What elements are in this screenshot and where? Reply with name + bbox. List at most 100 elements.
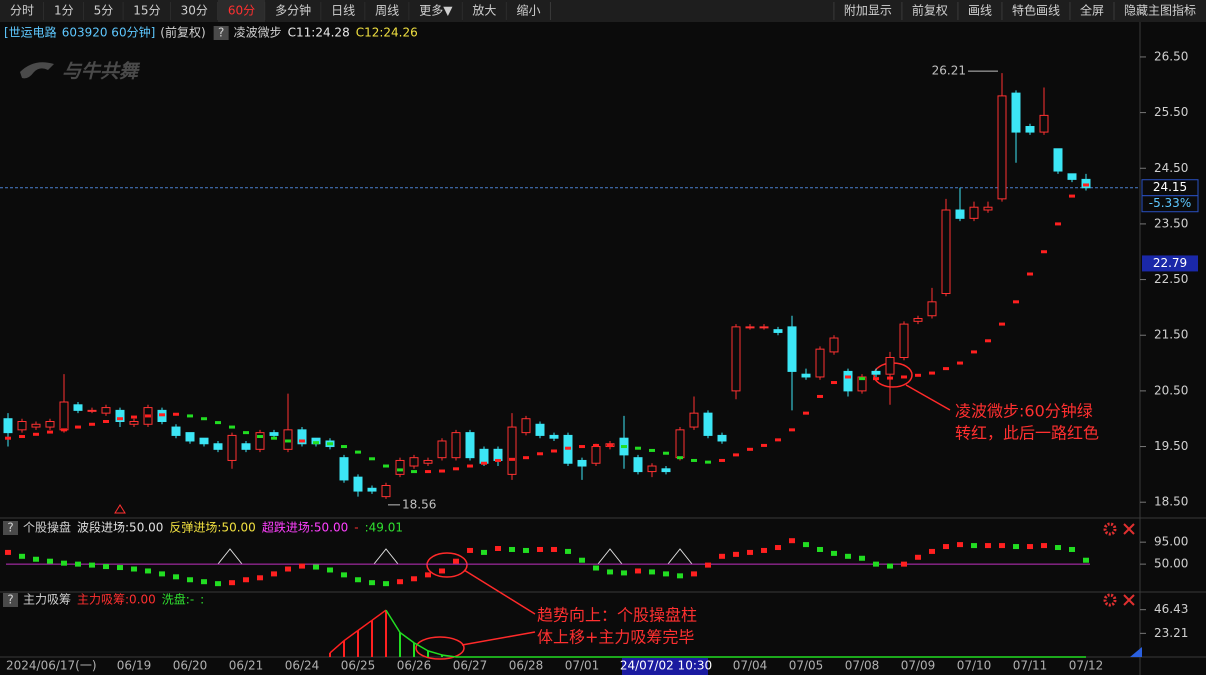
legend-item: 反弹进场:50.00 — [169, 521, 255, 535]
x-tick-label: 06/27 — [453, 659, 488, 673]
toolbar-label[interactable]: 日线 — [331, 4, 355, 18]
candle-body — [241, 443, 251, 450]
candle-body — [255, 432, 265, 450]
toolbar-button[interactable] — [409, 0, 463, 22]
panel-controls[interactable] — [1103, 522, 1135, 607]
indicator-dot — [733, 551, 739, 557]
indicator-dot — [439, 568, 445, 574]
toolbar-label[interactable]: 全屏 — [1080, 3, 1104, 18]
toolbar-label[interactable]: 前复权 — [912, 3, 948, 18]
candle-body — [521, 418, 531, 434]
last-price-label: 24.15 — [1153, 180, 1187, 194]
indicator-dash — [159, 413, 165, 417]
toolbar-button[interactable] — [462, 0, 507, 22]
toolbar-label[interactable]: 隐藏主图指标 — [1124, 3, 1196, 18]
indicator-dot — [803, 542, 809, 548]
toolbar-label[interactable]: 分时 — [10, 4, 34, 18]
x-tick-label: 06/28 — [509, 659, 544, 673]
indicator-dash — [677, 456, 683, 460]
indicator-dot — [649, 569, 655, 575]
annotation-shapes — [415, 362, 951, 660]
indicator-dot — [579, 557, 585, 563]
indicator-dot — [551, 546, 557, 552]
indicator-dash — [887, 376, 893, 380]
indicator-dash — [1055, 222, 1061, 226]
indicator-dash — [999, 322, 1005, 326]
toolbar-button[interactable] — [83, 0, 124, 22]
indicator-dash — [915, 373, 921, 377]
toolbar-label[interactable]: 放大 — [472, 3, 496, 18]
stock-code: 603920 60分钟] — [62, 25, 156, 40]
y-tick-label: 18.50 — [1154, 495, 1188, 509]
toolbar-button[interactable] — [170, 0, 218, 22]
indicator-dash — [467, 464, 473, 468]
help-icon-box — [213, 26, 229, 40]
indicator-dot — [789, 538, 795, 544]
indicator-dot — [523, 547, 529, 553]
indicator-dash — [1083, 183, 1089, 187]
legend-item: :49.01 — [365, 521, 403, 535]
candle-body — [633, 457, 643, 473]
candle-body — [269, 432, 279, 436]
indicator-dash — [89, 422, 95, 426]
bar-link — [413, 642, 429, 652]
candle-body — [829, 337, 839, 353]
toolbar-label[interactable]: 1分 — [54, 4, 74, 18]
toolbar-label[interactable]: 画线 — [968, 4, 992, 18]
indicator-dot — [971, 543, 977, 549]
toolbar-button[interactable] — [123, 0, 171, 22]
indicator-dash — [75, 425, 81, 429]
candle-body — [857, 376, 867, 392]
indicator-dot — [943, 544, 949, 550]
bar-link — [385, 609, 401, 633]
toolbar-label[interactable]: 缩小 — [516, 3, 540, 18]
candle-body — [1067, 173, 1077, 180]
toolbar-label[interactable]: 附加显示 — [844, 4, 892, 18]
help-icon: ? — [7, 521, 13, 535]
indicator-dash — [523, 456, 529, 460]
indicator-dot — [691, 571, 697, 577]
indicator-dot — [159, 571, 165, 577]
indicator-dot — [509, 546, 515, 552]
toolbar-label[interactable]: 15分 — [133, 4, 160, 18]
toolbar-button[interactable] — [217, 0, 266, 22]
indicator-dash — [817, 394, 823, 398]
toolbar-button[interactable] — [365, 0, 410, 22]
indicator-dash — [397, 468, 403, 472]
toolbar-button[interactable] — [506, 0, 551, 22]
candle-body — [941, 209, 951, 294]
indicator-dot — [705, 562, 711, 568]
toolbar-label[interactable]: 更多▼ — [419, 4, 453, 18]
candle-body — [661, 468, 671, 473]
candle-body — [437, 440, 447, 459]
candle-body — [17, 420, 27, 431]
toolbar-button[interactable] — [265, 0, 322, 22]
candle-body — [87, 409, 97, 412]
indicator-dot — [621, 570, 627, 576]
toolbar-button[interactable] — [0, 0, 45, 22]
toolbar-label[interactable]: 30分 — [181, 4, 208, 18]
indicator-dot — [663, 571, 669, 577]
candle-body — [535, 423, 545, 436]
candle-body — [45, 420, 55, 428]
toolbar-label[interactable]: 周线 — [375, 4, 399, 18]
indicator-dot — [271, 571, 277, 577]
indicator-dot — [761, 547, 767, 553]
candle-body — [647, 465, 657, 473]
toolbar-label[interactable]: 特色画线 — [1012, 3, 1060, 18]
legend-item: 主力吸筹:0.00 — [77, 593, 156, 607]
indicator-dash — [47, 430, 53, 434]
toolbar-button[interactable] — [321, 0, 366, 22]
indicator-dot — [229, 580, 235, 586]
indicator-dash — [565, 446, 571, 450]
candle-body — [969, 206, 979, 219]
toolbar-label[interactable]: 60分 — [228, 4, 255, 18]
toolbar-label[interactable]: 5分 — [94, 4, 114, 18]
indicator-dot — [999, 543, 1005, 549]
toolbar-button[interactable] — [44, 0, 84, 22]
indicator-dot — [635, 568, 641, 574]
candle-body — [591, 446, 601, 464]
legend-item: C12:24.26 — [356, 26, 418, 40]
indicator-dash — [229, 425, 235, 429]
toolbar-label[interactable]: 多分钟 — [275, 3, 311, 18]
